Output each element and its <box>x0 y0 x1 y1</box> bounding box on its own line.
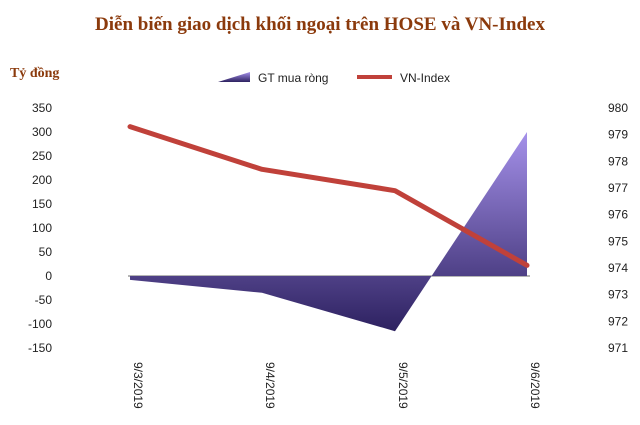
legend: GT mua ròng VN-Index <box>218 71 450 85</box>
area-series-net-buy <box>130 132 527 332</box>
legend-swatch-area <box>218 72 250 82</box>
y-left-tick-label: 100 <box>32 221 52 235</box>
y-left-tick-label: 50 <box>39 245 53 259</box>
y-left-tick-label: -100 <box>28 317 52 331</box>
x-tick-label: 9/3/2019 <box>131 362 145 409</box>
y-axis-label: Tỷ đồng <box>10 66 59 81</box>
y-right-tick-label: 972 <box>608 314 628 328</box>
legend-label-area: GT mua ròng <box>258 71 328 85</box>
y-right-tick-label: 973 <box>608 288 628 302</box>
y-left-tick-labels: 350 300 250 200 150 100 50 0 -50 -100 -150 <box>28 101 52 355</box>
x-tick-label: 9/4/2019 <box>263 362 277 409</box>
x-tick-label: 9/6/2019 <box>528 362 542 409</box>
y-left-tick-label: 0 <box>45 269 52 283</box>
y-left-tick-label: 250 <box>32 149 52 163</box>
plot-area <box>127 124 530 332</box>
x-tick-labels: 9/3/2019 9/4/2019 9/5/2019 9/6/2019 <box>131 362 542 409</box>
y-left-tick-label: 300 <box>32 125 52 139</box>
line-series-vn-index <box>127 124 530 268</box>
x-tick-label: 9/5/2019 <box>396 362 410 409</box>
y-left-tick-label: 350 <box>32 101 52 115</box>
y-left-tick-label: 150 <box>32 197 52 211</box>
y-right-tick-labels: 980 979 978 977 976 975 974 973 972 971 <box>608 101 628 355</box>
y-right-tick-label: 975 <box>608 234 628 248</box>
legend-label-line: VN-Index <box>400 71 450 85</box>
y-right-tick-label: 971 <box>608 341 628 355</box>
y-right-tick-label: 974 <box>608 261 628 275</box>
y-left-tick-label: 200 <box>32 173 52 187</box>
y-right-tick-label: 980 <box>608 101 628 115</box>
y-right-tick-label: 977 <box>608 181 628 195</box>
chart-title: Diễn biến giao dịch khối ngoại trên HOSE… <box>95 14 545 35</box>
y-left-tick-label: -150 <box>28 341 52 355</box>
y-right-tick-label: 976 <box>608 208 628 222</box>
y-left-tick-label: -50 <box>35 293 53 307</box>
y-right-tick-label: 978 <box>608 154 628 168</box>
y-right-tick-label: 979 <box>608 128 628 142</box>
